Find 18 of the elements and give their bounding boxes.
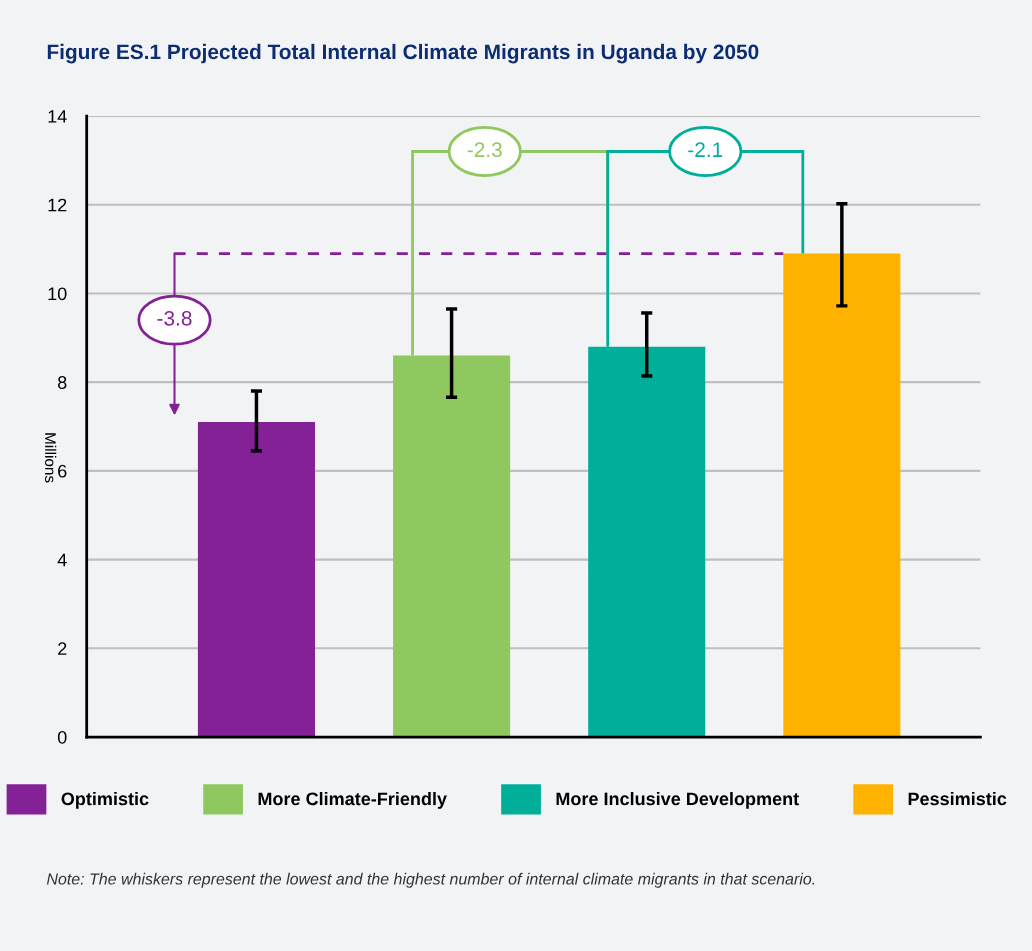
annotation: -2.3 xyxy=(467,142,502,158)
annotation: -3.8 xyxy=(157,310,192,326)
legend-label: Pessimistic xyxy=(908,792,1007,806)
legend-label: Optimistic xyxy=(61,792,149,809)
text: Note: The whiskers represent the lowest and the highest number of internal climate migrants in that scenario. xyxy=(46,872,815,888)
y-tick-label: 12 xyxy=(48,198,67,212)
legend-label: More Inclusive Development xyxy=(556,792,799,809)
annotation: -2.1 xyxy=(688,142,723,157)
y-tick-label: 4 xyxy=(57,553,67,567)
y-axis-title: Millions xyxy=(45,433,57,483)
chart-title: Figure ES.1 Projected Total Internal Climate Migrants in Uganda by 2050 xyxy=(47,43,759,64)
y-tick-label: 6 xyxy=(58,464,67,478)
y-tick-label: 14 xyxy=(48,110,67,123)
legend-label: More Climate-Friendly xyxy=(258,792,447,809)
y-tick-label: 0 xyxy=(57,730,67,744)
y-tick-label: 10 xyxy=(48,287,67,301)
y-tick-label: 8 xyxy=(57,376,67,389)
y-tick-label: 2 xyxy=(58,642,67,655)
